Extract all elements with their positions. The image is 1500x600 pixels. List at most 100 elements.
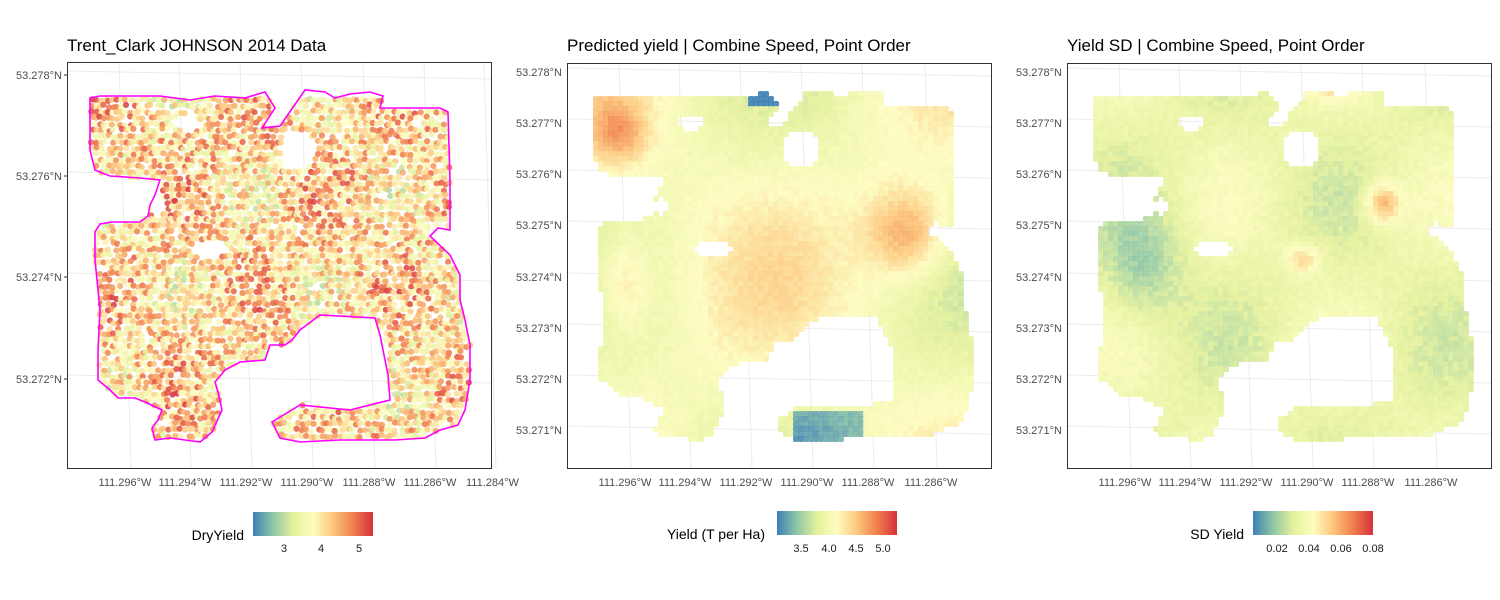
yield-point <box>278 230 285 237</box>
yield-point <box>121 330 128 337</box>
yield-point <box>113 116 121 123</box>
yield-point <box>365 194 372 201</box>
yield-point <box>160 222 167 229</box>
yield-point <box>126 367 133 374</box>
yield-point <box>399 245 406 253</box>
yield-point <box>386 121 393 128</box>
yield-point <box>251 132 258 139</box>
yield-point <box>398 108 405 115</box>
yield-point <box>129 323 136 330</box>
yield-point <box>394 359 402 367</box>
yield-point <box>382 278 389 285</box>
yield-point <box>138 306 145 313</box>
yield-point <box>395 138 402 145</box>
yield-point <box>243 203 250 210</box>
yield-point <box>285 301 292 308</box>
yield-point <box>172 419 179 426</box>
yield-point <box>350 246 357 253</box>
yield-point <box>251 109 258 116</box>
yield-point <box>453 390 460 397</box>
yield-point <box>345 282 352 289</box>
yield-point <box>428 403 435 410</box>
yield-point <box>234 132 241 140</box>
yield-point <box>201 414 208 421</box>
yield-point <box>113 234 120 241</box>
yield-point <box>287 426 294 433</box>
yield-point <box>457 402 465 409</box>
yield-point <box>152 353 159 360</box>
yield-point <box>138 275 145 283</box>
yield-point <box>210 211 217 218</box>
yield-point <box>117 168 124 175</box>
yield-point <box>310 175 317 182</box>
yield-point <box>257 144 264 151</box>
yield-point <box>374 175 381 182</box>
yield-point <box>412 133 419 140</box>
yield-point <box>194 209 201 216</box>
yield-point <box>123 145 130 152</box>
yield-point <box>185 420 192 427</box>
yield-point <box>118 125 125 133</box>
yield-point <box>424 426 431 433</box>
yield-point <box>348 138 356 145</box>
yield-point <box>122 299 130 306</box>
yield-point <box>151 158 158 165</box>
yield-point <box>310 247 317 254</box>
yield-point <box>304 294 311 301</box>
yield-point <box>194 194 201 201</box>
yield-point <box>415 420 422 427</box>
yield-point <box>118 113 125 120</box>
yield-point <box>188 198 196 205</box>
yield-point <box>244 197 251 204</box>
yield-point <box>399 113 406 120</box>
yield-point <box>356 157 363 164</box>
yield-point <box>227 335 234 342</box>
yield-point <box>298 126 305 133</box>
yield-point <box>230 126 237 133</box>
yield-point <box>298 193 305 200</box>
yield-point <box>281 198 288 205</box>
yield-point <box>248 139 255 146</box>
yield-point <box>297 187 304 194</box>
yield-point <box>226 252 233 259</box>
yield-point <box>273 269 280 276</box>
yield-point <box>281 168 288 175</box>
yield-point <box>188 192 195 199</box>
yield-point <box>239 228 247 235</box>
yield-point <box>197 216 204 223</box>
yield-point <box>150 245 158 252</box>
yield-point <box>293 109 300 116</box>
grid-line <box>66 70 492 80</box>
yield-point <box>184 372 191 379</box>
yield-point <box>139 236 146 243</box>
yield-point <box>100 251 107 259</box>
yield-point <box>139 95 146 102</box>
yield-point <box>93 144 100 151</box>
yield-point <box>378 114 385 121</box>
yield-point <box>373 169 380 177</box>
yield-point <box>391 115 398 122</box>
yield-point <box>121 109 128 116</box>
yield-point <box>134 108 141 115</box>
yield-point <box>400 120 407 127</box>
yield-point <box>361 205 368 212</box>
yield-point <box>193 431 200 438</box>
yield-point <box>193 222 200 229</box>
yield-point <box>168 163 175 170</box>
yield-point <box>131 296 138 303</box>
yield-point <box>159 102 166 109</box>
yield-point <box>171 169 178 176</box>
yield-point <box>391 181 398 188</box>
yield-point <box>210 128 217 135</box>
yield-point <box>122 221 130 228</box>
yield-point <box>412 158 419 165</box>
yield-point <box>109 167 116 174</box>
yield-point <box>108 121 115 128</box>
yield-point <box>205 157 212 164</box>
yield-point <box>272 319 279 326</box>
yield-point <box>152 235 159 242</box>
x-tick-label: 111.288°W <box>343 477 397 489</box>
yield-point <box>398 235 405 242</box>
yield-point <box>243 216 250 223</box>
yield-point <box>177 162 184 169</box>
